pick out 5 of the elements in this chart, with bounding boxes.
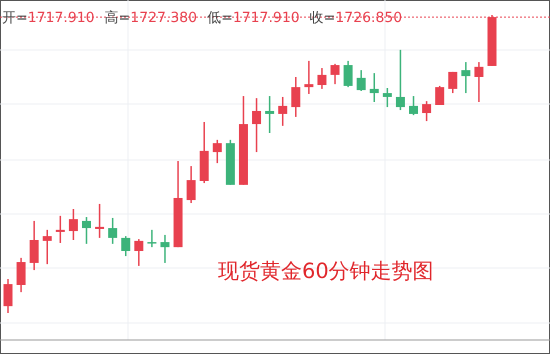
annotation: 收=1726.850 (310, 10, 402, 26)
annotation: 开=1717.910 (2, 10, 95, 26)
annotation: 现货黄金60分钟走势图 (218, 259, 434, 283)
annotation: 低=1717.910 (207, 10, 300, 26)
annotation: 高=1727.380 (104, 10, 198, 26)
